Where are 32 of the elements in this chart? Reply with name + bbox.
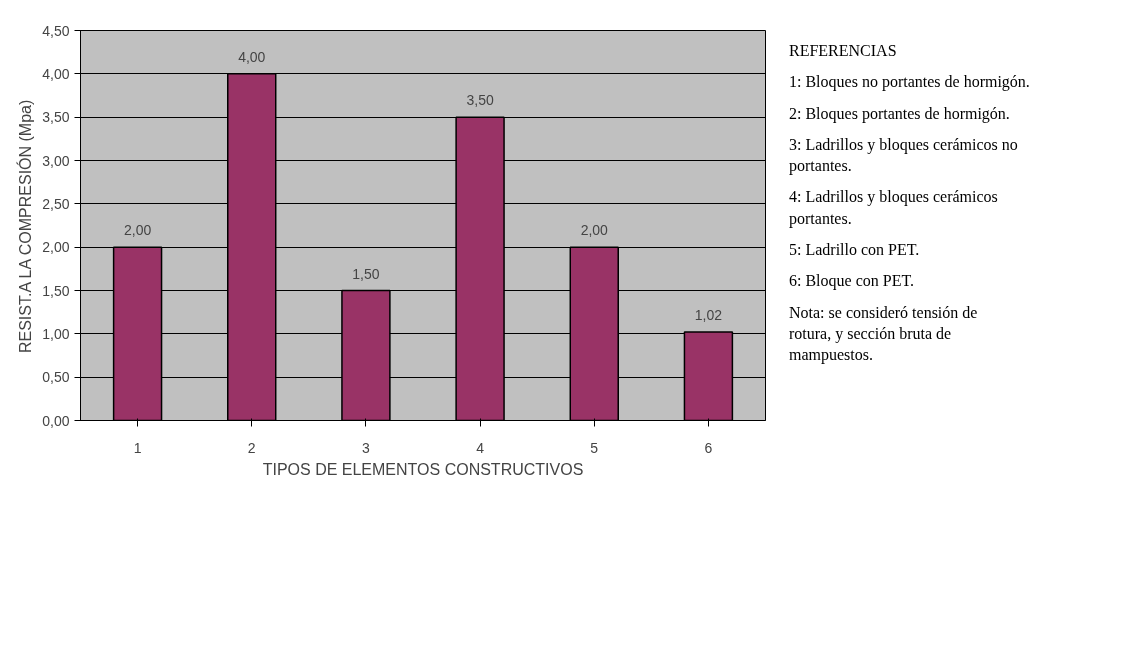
y-tick-label: 1,50 xyxy=(42,282,70,299)
text: 2: Bloques portantes de hormigón. xyxy=(789,104,1010,123)
y-tick-label: 4,50 xyxy=(42,22,70,39)
data-label: 2,00 xyxy=(123,222,152,239)
text: 1: Bloques no portantes de hormigón. xyxy=(789,73,1030,92)
y-tick-label: 2,50 xyxy=(42,195,70,212)
x-tick-label: 4 xyxy=(476,439,485,456)
y-tick-label: 3,00 xyxy=(42,152,70,169)
y-tick-label: 1,00 xyxy=(42,325,70,342)
data-label: 1,02 xyxy=(694,307,723,324)
text: 5: Ladrillo con PET. xyxy=(789,241,920,259)
text: 6: Bloque con PET. xyxy=(789,272,915,291)
data-label: 2,00 xyxy=(580,222,609,239)
text: 4: Ladrillos y bloques cerámicos portantes. xyxy=(789,188,998,228)
data-label: 3,50 xyxy=(466,92,494,109)
text: 3: Ladrillos y bloques cerámicos no portantes. xyxy=(789,135,1018,176)
data-label: 4,00 xyxy=(238,48,266,65)
y-tick-label: 4,00 xyxy=(42,65,70,82)
x-tick-label: 2 xyxy=(247,439,256,456)
y-tick-label: 0,00 xyxy=(42,412,70,429)
text: Nota: se consideró tensión de rotura, y sección bruta de mampuestos. xyxy=(789,303,978,365)
x-tick-label: 5 xyxy=(590,439,599,456)
y-tick-label: 3,50 xyxy=(42,109,70,126)
x-tick-label: 6 xyxy=(704,439,713,456)
x-tick-label: 1 xyxy=(133,439,142,456)
y-axis-title: RESIST.A LA COMPRESIÓN (Mpa) xyxy=(16,99,35,354)
data-label: 1,50 xyxy=(352,265,380,282)
y-tick-label: 0,50 xyxy=(42,369,70,386)
y-tick-label: 2,00 xyxy=(42,239,70,256)
x-axis-title: TIPOS DE ELEMENTOS CONSTRUCTIVOS xyxy=(262,460,584,478)
x-tick-label: 3 xyxy=(362,439,371,456)
text: REFERENCIAS xyxy=(789,42,897,60)
